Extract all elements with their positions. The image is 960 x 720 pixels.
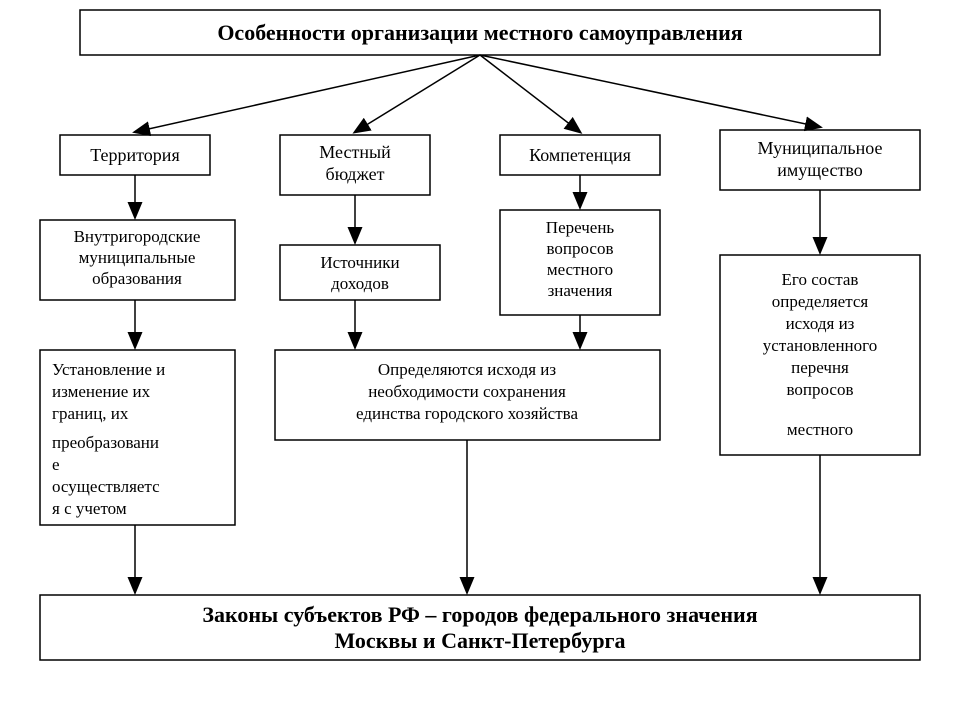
intracity-line3: образования [92,269,182,288]
boundaries-l3: границ, их [52,404,129,423]
node-local-budget: Местный бюджет [280,135,430,195]
issues-line1: Перечень [546,218,615,237]
node-title: Особенности организации местного самоупр… [80,10,880,55]
boundaries-l4: преобразовани [52,433,159,452]
intracity-line2: муниципальные [79,248,196,267]
edge-title-c3 [480,55,580,132]
comp-l7: местного [787,420,853,439]
boundaries-l5: е [52,455,60,474]
boundaries-l6: осуществляетс [52,477,160,496]
node-laws: Законы субъектов РФ – городов федерально… [40,595,920,660]
comp-l3: исходя из [786,314,855,333]
node-city-unity: Определяются исходя из необходимости сох… [275,350,660,440]
node-composition: Его состав определяется исходя из устано… [720,255,920,455]
laws-line1: Законы субъектов РФ – городов федерально… [202,602,757,627]
edge-title-c2 [355,55,480,132]
node-income-sources: Источники доходов [280,245,440,300]
node-boundaries: Установление и изменение их границ, их п… [40,350,235,525]
flowchart-canvas: Особенности организации местного самоупр… [0,0,960,720]
unity-l2: необходимости сохранения [368,382,566,401]
comp-l6: вопросов [786,380,853,399]
title-text: Особенности организации местного самоупр… [217,20,742,45]
boundaries-l7: я с учетом [52,499,127,518]
edges [135,55,820,592]
node-municipal-property: Муниципальное имущество [720,130,920,190]
comp-l5: перечня [791,358,849,377]
comp-l4: установленного [763,336,877,355]
boundaries-l2: изменение их [52,382,151,401]
competence-label: Компетенция [529,145,631,165]
intracity-line1: Внутригородские [74,227,201,246]
issues-line3: местного [547,260,613,279]
issues-line4: значения [548,281,613,300]
edge-title-c4 [480,55,820,127]
local-budget-label-1: Местный [319,142,391,162]
node-competence: Компетенция [500,135,660,175]
unity-l3: единства городского хозяйства [356,404,578,423]
municipal-property-label-2: имущество [777,160,863,180]
income-line1: Источники [320,253,399,272]
income-line2: доходов [331,274,389,293]
issues-line2: вопросов [546,239,613,258]
boundaries-l1: Установление и [52,360,165,379]
laws-line2: Москвы и Санкт-Петербурга [334,628,625,653]
edge-title-c1 [135,55,480,132]
municipal-property-label-1: Муниципальное [758,138,883,158]
node-intracity-entities: Внутригородские муниципальные образовани… [40,220,235,300]
comp-l1: Его состав [782,270,859,289]
unity-l1: Определяются исходя из [378,360,557,379]
node-territory: Территория [60,135,210,175]
comp-l2: определяется [772,292,869,311]
node-issues-list: Перечень вопросов местного значения [500,210,660,315]
territory-label: Территория [90,145,179,165]
local-budget-label-2: бюджет [326,164,385,184]
